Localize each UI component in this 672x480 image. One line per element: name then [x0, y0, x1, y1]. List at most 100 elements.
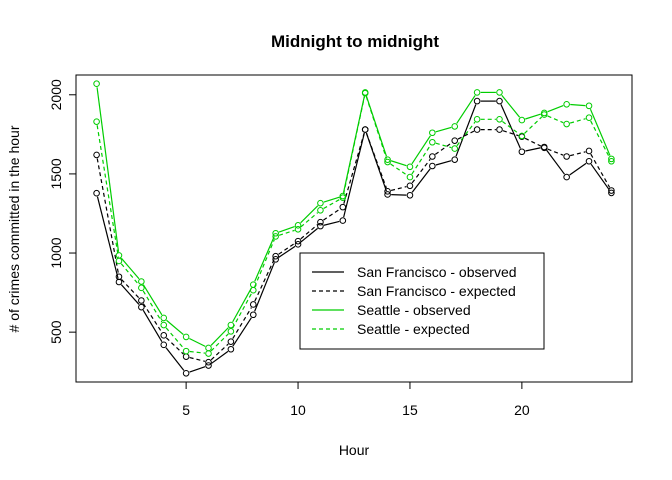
data-point: [272, 233, 279, 240]
data-point: [585, 114, 593, 122]
series-line-segment: [232, 307, 252, 339]
y-tick-label: 1500: [48, 158, 64, 189]
data-point: [138, 278, 145, 285]
series-line-segment: [96, 158, 119, 274]
series-line-segment: [278, 242, 296, 255]
data-point: [93, 80, 100, 88]
series-line-segment: [343, 132, 365, 218]
series-line-segment: [254, 236, 275, 282]
series-line-segment: [435, 126, 452, 133]
data-point: [429, 129, 436, 137]
data-point: [384, 158, 391, 166]
x-axis-label: Hour: [339, 442, 370, 458]
data-point: [272, 229, 279, 237]
series-line-segment: [525, 147, 541, 152]
series-line-segment: [455, 104, 477, 157]
x-tick-label: 5: [182, 402, 190, 418]
x-tick-label: 15: [402, 402, 418, 418]
series-line-segment: [391, 194, 407, 196]
series-line-segment: [165, 347, 185, 371]
data-point: [205, 344, 212, 352]
data-point: [473, 97, 481, 105]
data-point: [272, 252, 279, 260]
series-line-segment: [142, 284, 163, 316]
data-point: [540, 111, 548, 118]
data-point: [429, 138, 436, 146]
data-point: [406, 191, 414, 199]
data-point: [339, 203, 347, 211]
series-line-segment: [570, 103, 586, 107]
series-line-segment: [254, 239, 275, 288]
series-3: [93, 89, 615, 357]
data-point: [160, 341, 168, 349]
data-point: [205, 350, 212, 357]
data-point: [406, 182, 414, 190]
y-tick-label: 2000: [48, 79, 64, 110]
data-point: [451, 137, 459, 144]
series-line-segment: [434, 142, 453, 155]
series-line-segment: [569, 118, 586, 124]
series-line-segment: [411, 144, 431, 175]
series-line-segment: [590, 163, 610, 191]
legend: San Francisco - observed San Francisco - …: [299, 252, 545, 350]
data-point: [585, 102, 593, 110]
series-line-segment: [342, 96, 366, 195]
data-point: [361, 89, 369, 97]
series-line-segment: [254, 262, 275, 312]
data-point: [518, 132, 526, 140]
data-point: [518, 116, 526, 124]
data-point: [93, 151, 100, 159]
series-line-segment: [501, 94, 521, 118]
data-point: [384, 156, 391, 163]
data-point: [518, 148, 526, 156]
data-point: [563, 120, 570, 128]
series-line-segment: [547, 105, 564, 113]
data-point: [227, 338, 235, 345]
series-line-segment: [300, 212, 319, 228]
legend-box: [299, 252, 545, 350]
x-tick-label: 10: [290, 402, 306, 418]
series-line-segment: [502, 120, 520, 135]
data-point: [294, 237, 302, 245]
series-line-segment: [300, 227, 319, 243]
series-line-segment: [547, 115, 564, 124]
series-2: [93, 80, 615, 352]
series-line-segment: [189, 337, 206, 347]
data-point: [160, 314, 168, 322]
series-line-segment: [211, 350, 229, 364]
series-1: [93, 126, 615, 366]
data-point: [115, 273, 123, 281]
series-line-segment: [524, 137, 542, 147]
data-point: [339, 194, 347, 201]
data-point: [496, 116, 503, 123]
data-point: [451, 123, 459, 130]
data-point: [429, 162, 436, 170]
data-point: [473, 89, 481, 96]
data-point: [182, 353, 190, 360]
y-axis: 500 1000 1500 2000: [48, 79, 76, 344]
series-line-segment: [545, 149, 565, 175]
series-line-segment: [590, 120, 611, 159]
series-line-segment: [232, 317, 252, 347]
data-point: [608, 189, 615, 197]
data-point: [317, 218, 324, 226]
data-point: [294, 222, 302, 229]
series-line-segment: [142, 303, 163, 333]
series-line-segment: [120, 284, 140, 305]
data-point: [406, 163, 414, 171]
data-point: [496, 126, 503, 133]
series-line-segment: [142, 290, 163, 323]
legend-label: Seattle - expected: [357, 321, 470, 337]
series-line-segment: [323, 198, 340, 210]
series-line-segment: [189, 366, 206, 373]
data-point: [182, 369, 190, 377]
series-line-segment: [435, 160, 452, 166]
data-point: [563, 153, 570, 160]
data-point: [115, 252, 123, 259]
series-line-segment: [96, 125, 119, 258]
series-line-segment: [300, 224, 319, 240]
series-line-segment: [120, 263, 140, 286]
data-point: [384, 188, 391, 195]
series-line-segment: [278, 225, 295, 233]
